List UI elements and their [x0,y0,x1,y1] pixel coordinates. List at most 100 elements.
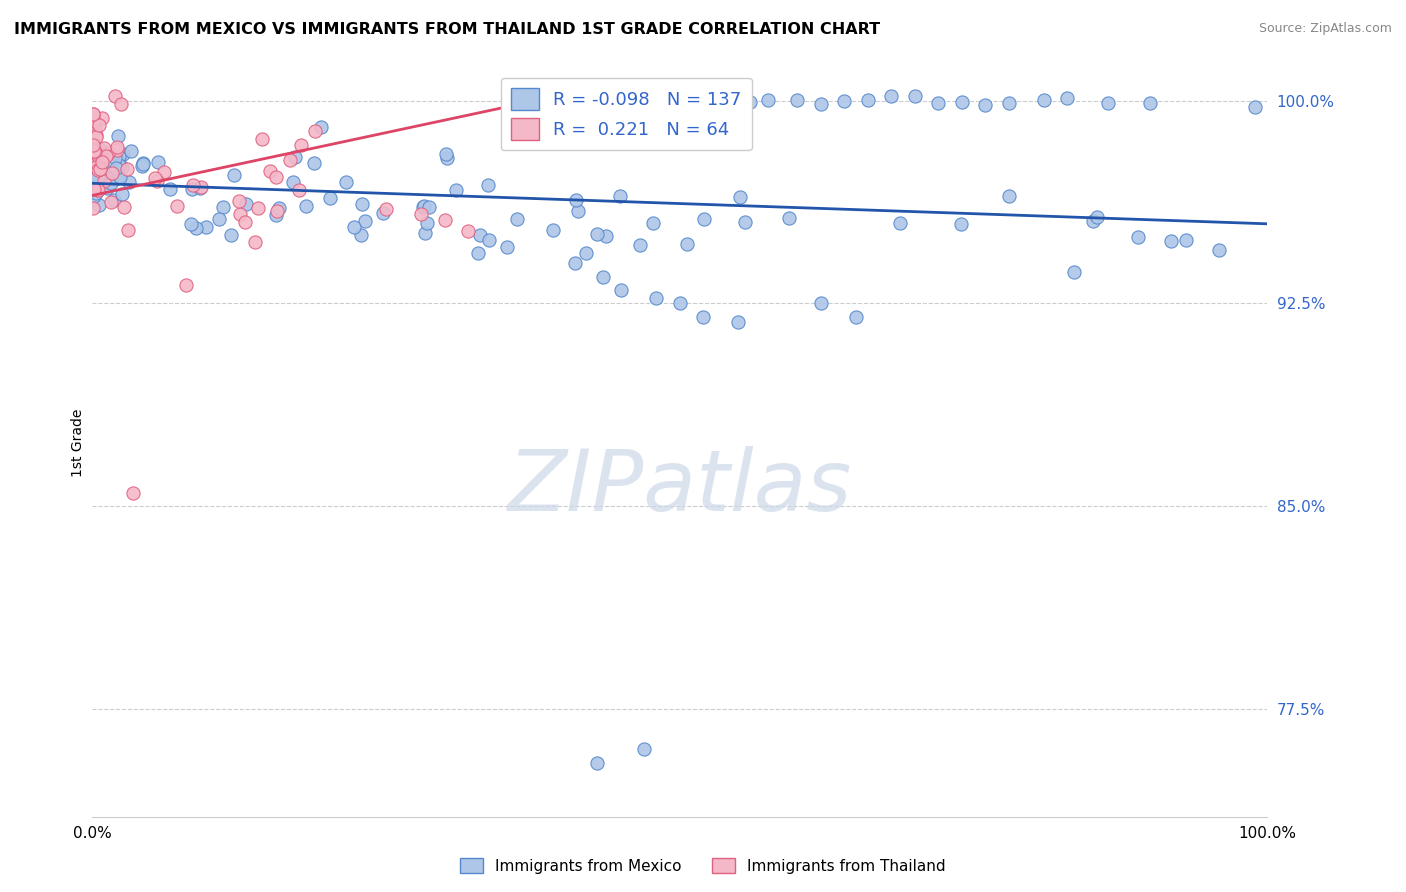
Point [190,180,212,194]
Point [1174,233,1197,247]
Point [87,143,110,157]
Point [309,120,332,135]
Point [228,194,250,208]
Point [146,174,169,188]
Point [302,156,325,170]
Point [281,175,304,189]
Point [86,146,108,161]
Point [1208,243,1230,257]
Point [468,228,491,243]
Point [89,151,111,165]
Point [96,146,118,161]
Point [692,310,714,324]
Point [575,245,598,260]
Point [87,152,110,166]
Point [131,159,153,173]
Point [183,178,205,193]
Point [693,211,716,226]
Point [374,202,396,216]
Point [110,187,132,202]
Point [412,200,434,214]
Point [1032,93,1054,107]
Point [727,315,749,329]
Point [104,88,127,103]
Point [250,132,273,146]
Point [83,148,105,162]
Point [477,178,499,192]
Point [457,223,479,237]
Point [810,296,832,310]
Point [110,169,132,184]
Point [416,216,439,230]
Point [86,170,108,185]
Point [84,186,107,200]
Point [82,152,104,166]
Point [83,169,105,183]
Point [83,145,105,160]
Point [1081,214,1104,228]
Point [229,206,252,220]
Point [83,113,105,128]
Point [434,147,457,161]
Point [89,168,111,182]
Point [266,204,288,219]
Point [82,106,104,120]
Point [889,216,911,230]
Point [107,149,129,163]
Point [628,237,651,252]
Legend: R = -0.098   N = 137, R =  0.221   N = 64: R = -0.098 N = 137, R = 0.221 N = 64 [501,78,752,151]
Point [287,184,309,198]
Point [335,175,357,189]
Point [208,211,231,226]
Point [148,155,170,169]
Point [87,183,110,197]
Point [82,106,104,120]
Point [927,96,949,111]
Point [94,171,117,186]
Point [91,155,114,169]
Point [586,756,609,770]
Point [645,291,668,305]
Point [83,146,105,161]
Point [117,222,139,236]
Point [668,90,690,104]
Point [716,95,738,110]
Point [222,169,245,183]
Point [418,200,440,214]
Point [174,277,197,292]
Point [856,93,879,107]
Legend: Immigrants from Mexico, Immigrants from Thailand: Immigrants from Mexico, Immigrants from … [454,852,952,880]
Point [100,194,122,209]
Point [107,129,129,144]
Point [89,168,111,182]
Point [496,239,519,253]
Point [586,227,609,241]
Point [87,198,110,212]
Point [974,98,997,112]
Point [730,190,752,204]
Point [411,207,433,221]
Point [352,196,374,211]
Point [354,214,377,228]
Point [643,216,665,230]
Point [319,191,342,205]
Point [93,141,115,155]
Point [107,169,129,183]
Point [90,165,112,179]
Point [233,215,256,229]
Point [264,208,287,222]
Point [87,149,110,163]
Point [433,212,456,227]
Point [180,218,202,232]
Point [668,296,690,310]
Point [111,146,134,161]
Point [90,111,112,125]
Point [132,156,155,170]
Point [506,211,529,226]
Point [86,161,108,176]
Point [595,228,617,243]
Point [87,169,110,184]
Point [82,137,104,152]
Point [467,246,489,260]
Point [188,181,211,195]
